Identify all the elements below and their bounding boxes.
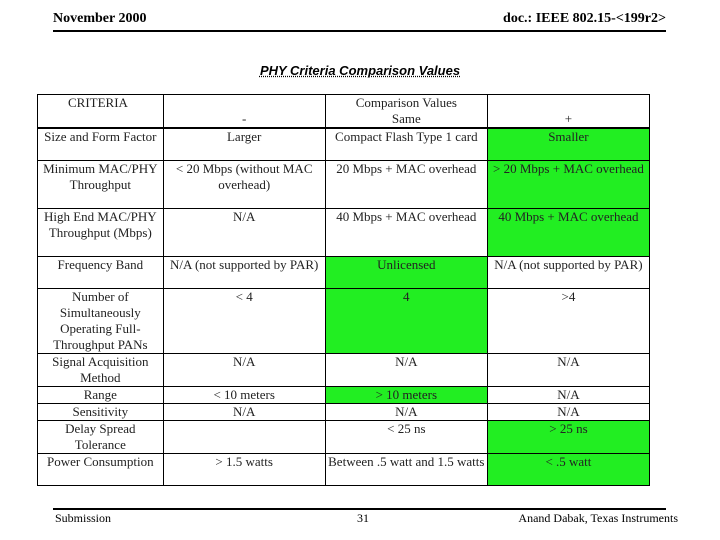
criteria-cell: Range (37, 385, 164, 404)
criteria-table-body: Size and Form Factor Larger Compact Flash … (37, 127, 651, 486)
plus-column-header: + (486, 94, 651, 129)
plus-value-cell: 40 Mbps + MAC overhead (486, 207, 651, 257)
same-column-header: Comparison Values Same (324, 94, 488, 129)
minus-value-cell: < 20 Mbps (without MAC overhead) (162, 159, 326, 209)
same-value-cell: < 25 ns (324, 419, 488, 454)
plus-value-cell: N/A (not supported by PAR) (486, 255, 651, 289)
minus-value-cell: Larger (162, 127, 326, 161)
plus-value-cell: N/A (486, 385, 651, 404)
footer-submission: Submission (55, 511, 112, 525)
same-value-cell: 20 Mbps + MAC overhead (324, 159, 488, 209)
same-value-cell: N/A (324, 352, 488, 387)
minus-value-cell: > 1.5 watts (162, 452, 326, 486)
minus-value-cell: N/A (162, 207, 326, 257)
criteria-cell: Minimum MAC/PHY Throughput (37, 159, 164, 209)
criteria-cell: Power Consumption (37, 452, 164, 486)
plus-value-cell: Smaller (486, 127, 651, 161)
slide-title: PHY Criteria Comparison Values (259, 63, 461, 78)
same-value-cell: > 10 meters (324, 385, 488, 404)
page-number: 31 (357, 511, 369, 525)
criteria-cell: Sensitivity (37, 402, 164, 421)
minus-value-cell (162, 419, 326, 454)
same-value-cell: 40 Mbps + MAC overhead (324, 207, 488, 257)
plus-value-cell: < .5 watt (486, 452, 651, 486)
table-header-row: CRITERIA - Comparison Values Same + (37, 94, 651, 129)
minus-value-cell: < 10 meters (162, 385, 326, 404)
minus-value-cell: < 4 (162, 287, 326, 354)
same-value-cell: Unlicensed (324, 255, 488, 289)
table-row: Sensitivity N/A N/A N/A (37, 402, 651, 421)
same-value-cell: Between .5 watt and 1.5 watts (324, 452, 488, 486)
minus-value-cell: N/A (not supported by PAR) (162, 255, 326, 289)
plus-value-cell: >4 (486, 287, 651, 354)
table-row: Size and Form Factor Larger Compact Flash … (37, 127, 651, 161)
criteria-cell: Frequency Band (37, 255, 164, 289)
plus-value-cell: > 25 ns (486, 419, 651, 454)
plus-value-cell: > 20 Mbps + MAC overhead (486, 159, 651, 209)
table-row: Minimum MAC/PHY Throughput < 20 Mbps (wit… (37, 159, 651, 209)
minus-value-cell: N/A (162, 402, 326, 421)
footer-author: Anand Dabak, Texas Instruments (518, 511, 678, 525)
header-divider (53, 30, 666, 32)
same-value-cell: N/A (324, 402, 488, 421)
same-value-cell: 4 (324, 287, 488, 354)
table-row: Range < 10 meters > 10 meters N/A (37, 385, 651, 404)
table-row: Delay Spread Tolerance < 25 ns > 25 ns (37, 419, 651, 454)
table-row: Signal Acquisition Method N/A N/A N/A (37, 352, 651, 387)
criteria-cell: Number of Simultaneously Operating Full-… (37, 287, 164, 354)
footer-divider (53, 508, 666, 510)
header-date: November 2000 (53, 11, 147, 26)
header-doc-id: doc.: IEEE 802.15-<199r2> (503, 11, 666, 26)
minus-column-header: - (162, 94, 326, 129)
table-row: Frequency Band N/A (not supported by PAR)… (37, 255, 651, 289)
criteria-cell: Delay Spread Tolerance (37, 419, 164, 454)
criteria-cell: Size and Form Factor (37, 127, 164, 161)
minus-value-cell: N/A (162, 352, 326, 387)
criteria-column-header: CRITERIA (37, 94, 164, 129)
plus-value-cell: N/A (486, 402, 651, 421)
table-row: Number of Simultaneously Operating Full-… (37, 287, 651, 354)
criteria-cell: Signal Acquisition Method (37, 352, 164, 387)
table-row: Power Consumption > 1.5 watts Between .5 w… (37, 452, 651, 486)
criteria-cell: High End MAC/PHY Throughput (Mbps) (37, 207, 164, 257)
criteria-table: CRITERIA - Comparison Values Same + Size… (37, 94, 651, 486)
same-value-cell: Compact Flash Type 1 card (324, 127, 488, 161)
plus-value-cell: N/A (486, 352, 651, 387)
table-row: High End MAC/PHY Throughput (Mbps) N/A 40 … (37, 207, 651, 257)
